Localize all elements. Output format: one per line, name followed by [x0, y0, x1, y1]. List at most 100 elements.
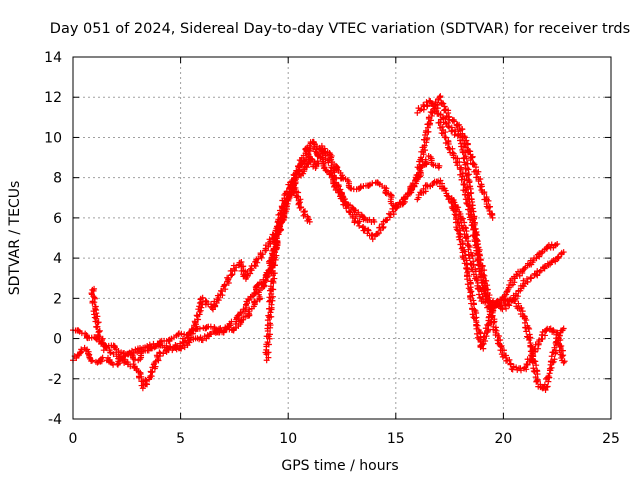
data-point: [139, 385, 146, 392]
data-point: [529, 359, 536, 366]
data-point: [293, 167, 300, 174]
data-point: [435, 164, 442, 171]
data-point: [560, 359, 567, 366]
data-point: [554, 254, 561, 261]
data-point: [192, 319, 199, 326]
data-point: [466, 203, 473, 210]
data-point: [456, 158, 463, 165]
data-point: [484, 304, 491, 311]
data-point: [515, 288, 522, 295]
data-point: [523, 361, 530, 368]
data-point: [89, 357, 96, 364]
data-point: [198, 304, 205, 311]
data-point: [405, 190, 412, 197]
y-tick-label: 4: [53, 251, 62, 267]
data-point: [411, 182, 418, 189]
data-point: [482, 299, 489, 306]
data-point: [300, 212, 307, 219]
data-point: [435, 178, 442, 185]
data-point: [464, 172, 471, 179]
data-point: [520, 277, 527, 284]
data-point: [75, 327, 82, 334]
series-track-8: [448, 195, 561, 352]
data-point: [195, 316, 202, 323]
data-point: [470, 226, 477, 233]
data-point: [137, 369, 144, 376]
y-axis-ticks: -4 -2 0 2 4 6 8 10 12 14: [44, 50, 611, 428]
x-tick-label: 20: [494, 431, 512, 447]
x-tick-label: 5: [176, 431, 185, 447]
data-point: [469, 306, 476, 313]
data-point: [288, 178, 295, 185]
data-point: [369, 236, 376, 243]
data-point: [534, 371, 541, 378]
data-point: [473, 330, 480, 337]
x-tick-label: 15: [387, 431, 405, 447]
data-point: [423, 182, 430, 189]
data-point: [116, 353, 123, 360]
data-point: [335, 183, 342, 190]
data-point: [499, 353, 506, 360]
data-point: [344, 201, 351, 208]
data-point: [540, 384, 547, 391]
y-tick-label: 10: [44, 130, 62, 146]
x-tick-label: 10: [279, 431, 297, 447]
data-point: [474, 241, 481, 248]
data-point: [450, 154, 457, 161]
data-point: [459, 137, 466, 144]
data-point: [504, 357, 511, 364]
data-point: [289, 179, 296, 186]
data-point: [147, 368, 154, 375]
data-point: [516, 305, 523, 312]
data-point: [293, 194, 300, 201]
data-point: [167, 343, 174, 350]
data-point: [474, 279, 481, 286]
data-point: [482, 338, 489, 345]
data-point: [196, 308, 203, 315]
data-point: [371, 218, 378, 225]
data-point: [483, 277, 490, 284]
data-point: [463, 155, 470, 162]
data-point: [193, 312, 200, 319]
data-point: [537, 267, 544, 274]
data-point: [560, 325, 567, 332]
data-point: [265, 312, 272, 319]
data-point: [279, 211, 286, 218]
data-point: [218, 287, 225, 294]
data-point: [457, 127, 464, 134]
data-point: [269, 267, 276, 274]
data-point: [485, 204, 492, 211]
data-point: [500, 347, 507, 354]
data-point: [98, 358, 105, 365]
data-point: [229, 326, 236, 333]
data-marks: [70, 93, 568, 394]
data-point: [248, 265, 255, 272]
data-point: [271, 249, 278, 256]
data-point: [286, 184, 293, 191]
data-point: [498, 299, 505, 306]
data-point: [178, 345, 185, 352]
data-point: [99, 354, 106, 361]
y-tick-label: -4: [48, 412, 62, 428]
data-point: [268, 301, 275, 308]
data-point: [262, 277, 269, 284]
y-tick-label: 6: [53, 211, 62, 227]
data-point: [121, 359, 128, 366]
data-point: [435, 119, 442, 126]
data-point: [526, 337, 533, 344]
y-tick-label: -2: [48, 372, 62, 388]
data-point: [266, 313, 273, 320]
data-point: [486, 311, 493, 318]
data-point: [471, 237, 478, 244]
data-point: [520, 283, 527, 290]
data-point: [478, 288, 485, 295]
data-point: [477, 256, 484, 263]
data-point: [453, 226, 460, 233]
data-point: [195, 306, 202, 313]
data-point: [303, 154, 310, 161]
y-tick-label: 2: [53, 291, 62, 307]
data-point: [461, 248, 468, 255]
x-axis-label: GPS time / hours: [281, 458, 398, 474]
data-point: [175, 331, 182, 338]
